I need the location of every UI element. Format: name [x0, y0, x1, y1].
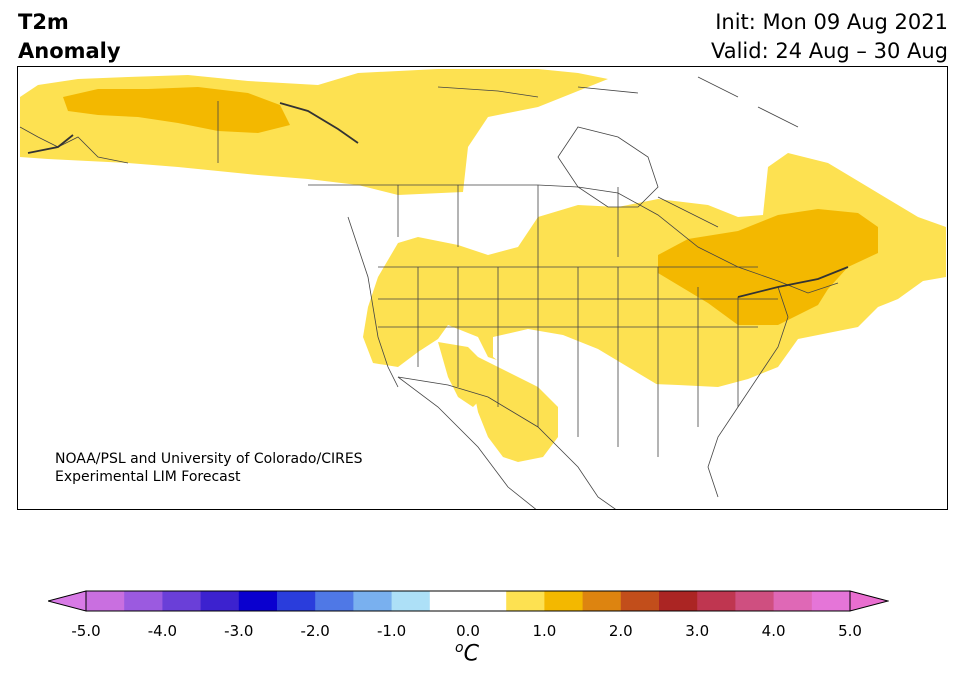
colorbar-bin [544, 591, 584, 611]
unit-degree-symbol: o [455, 640, 464, 656]
quebec-core-anomaly [658, 209, 878, 325]
map-canvas [19, 69, 946, 509]
colorbar-tick-label: -1.0 [376, 622, 407, 640]
west-coast [347, 216, 399, 388]
forecast-dates: Init: Mon 09 Aug 2021 Valid: 24 Aug – 30… [711, 8, 948, 66]
colorbar-tick-label: -4.0 [147, 622, 178, 640]
colorbar-tick-label: 2.0 [608, 622, 633, 640]
colorbar-tick-label: 5.0 [838, 622, 862, 640]
mexico-coast [397, 376, 616, 509]
colorbar-tick-label: 3.0 [685, 622, 710, 640]
colorbar-bin [277, 591, 316, 611]
colorbar-bin [468, 591, 507, 611]
southern-plains-neutral [493, 329, 748, 477]
colorbar-bin [811, 591, 851, 611]
mackenzie-river [279, 102, 359, 144]
colorbar-bins [86, 591, 851, 611]
colorbar-tick-label: 0.0 [456, 622, 480, 640]
great-basin-anomaly [438, 342, 488, 407]
southwest-us-mexico-anomaly [473, 357, 558, 462]
credit-line-1: NOAA/PSL and University of Colorado/CIRE… [55, 451, 363, 467]
colorbar-bin [506, 591, 545, 611]
colorbar-bin [697, 591, 736, 611]
forecast-credit: NOAA/PSL and University of Colorado/CIRE… [55, 450, 363, 486]
province-lines [397, 185, 719, 267]
colorbar-tick-label: -3.0 [224, 622, 254, 640]
colorbar-bin [124, 591, 163, 611]
valid-dates: Valid: 24 Aug – 30 Aug [710, 39, 948, 63]
init-date: Init: Mon 09 Aug 2021 [715, 10, 948, 34]
colorbar-bin [353, 591, 393, 611]
east-coast [707, 286, 789, 498]
colorbar-extend-high [849, 590, 889, 612]
arctic-islands [437, 76, 799, 128]
colorbar-bin [391, 591, 431, 611]
colorbar-bin [620, 591, 660, 611]
us-mexico-border [397, 376, 559, 448]
yukon-river [27, 134, 74, 154]
colorbar-bin [238, 591, 278, 611]
colorbar-unit: oC [455, 640, 479, 666]
colorbar-tick-label: -2.0 [300, 622, 330, 640]
title-line-1: T2m [18, 10, 69, 34]
moderate-warm-anomaly-regions [63, 87, 878, 325]
colorbar-extend-low [48, 590, 87, 612]
colorbar-bin [429, 591, 469, 611]
colorbar-bin [162, 591, 202, 611]
colorbar-bin [735, 591, 775, 611]
neutral-patches [493, 329, 748, 477]
title-line-2: Anomaly [18, 39, 121, 63]
colorbar-bin [582, 591, 622, 611]
colorbar-bin [200, 591, 240, 611]
political-boundaries [19, 76, 839, 509]
colorbar-tick-label: 1.0 [532, 622, 557, 640]
credit-line-2: Experimental LIM Forecast [55, 469, 241, 485]
colorbar [48, 590, 889, 612]
anomaly-map [17, 66, 948, 510]
yukon-alaska-core-anomaly [63, 87, 290, 133]
colorbar-bin [773, 591, 813, 611]
st-lawrence-river [737, 266, 849, 298]
unit-celsius: C [463, 641, 479, 667]
colorbar-outline [85, 590, 851, 612]
hudson-bay-coast [557, 126, 659, 208]
colorbar-tick-label: 4.0 [761, 622, 786, 640]
alaska-coast [19, 126, 129, 164]
colorbar-tick-label: -5.0 [71, 622, 101, 640]
us-state-lines [378, 266, 778, 457]
colorbar-bin [86, 591, 125, 611]
colorbar-bin [659, 591, 698, 611]
alaska-northern-canada-anomaly [20, 69, 608, 195]
colorbar-bin [315, 591, 354, 611]
major-rivers [27, 102, 849, 298]
map-title: T2m Anomaly [18, 8, 121, 66]
central-us-canada-anomaly [363, 153, 946, 387]
